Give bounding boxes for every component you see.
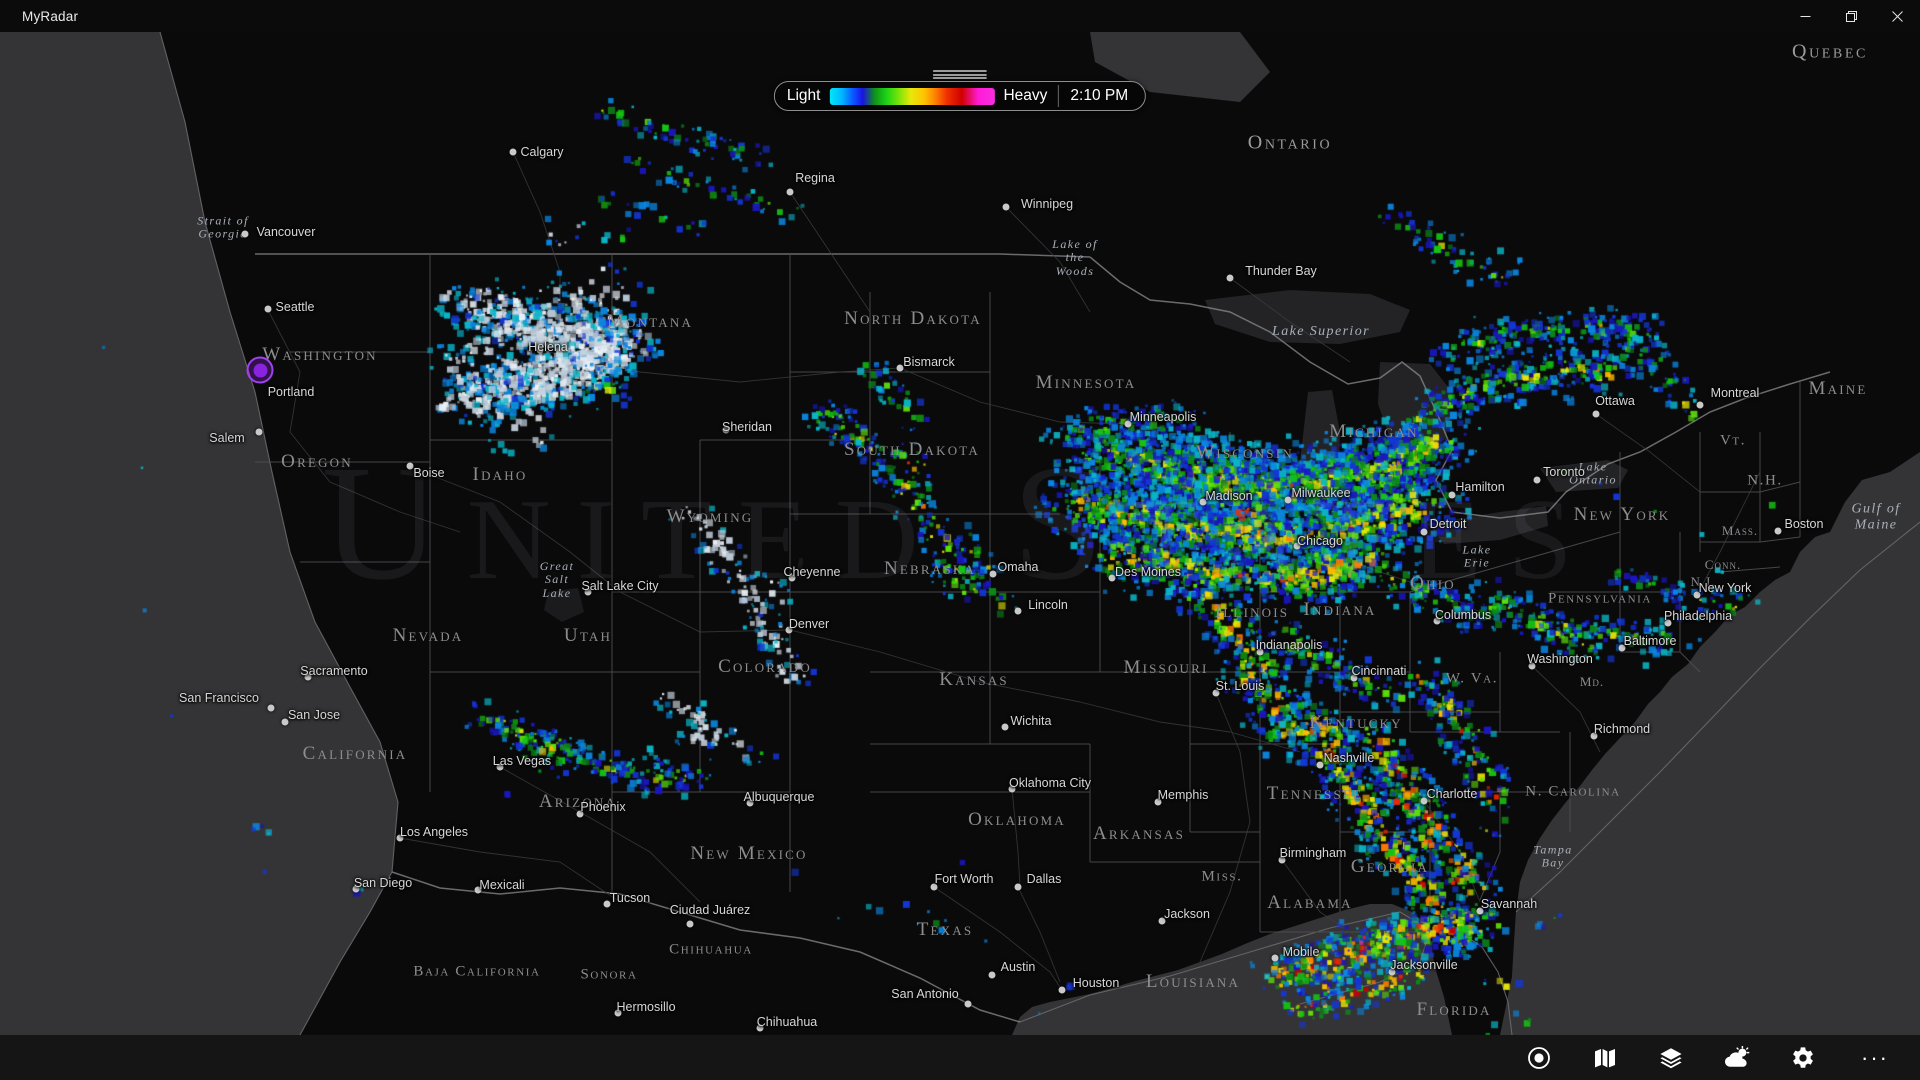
legend-drag-handle[interactable]	[932, 70, 987, 79]
close-icon	[1891, 10, 1903, 22]
bottom-toolbar: ···	[0, 1035, 1920, 1080]
weather-button[interactable]	[1704, 1035, 1770, 1080]
legend-bar[interactable]: Light Heavy 2:10 PM	[773, 81, 1147, 111]
restore-icon	[1845, 10, 1857, 22]
layers-icon	[1660, 1047, 1682, 1068]
legend-heavy-label: Heavy	[1003, 87, 1048, 104]
minimize-button[interactable]	[1782, 0, 1828, 32]
legend-intensity-gradient	[829, 87, 995, 105]
app-title: MyRadar	[22, 8, 79, 24]
gear-icon	[1793, 1046, 1813, 1068]
map-style-button[interactable]	[1572, 1035, 1638, 1080]
current-location-button[interactable]	[1506, 1035, 1572, 1080]
cloud-sun-icon	[1725, 1045, 1750, 1067]
target-icon	[1528, 1046, 1550, 1069]
radar-map[interactable]: United States Washington Oregon Montana Ida…	[0, 32, 1920, 1035]
title-bar: MyRadar	[0, 0, 1920, 32]
legend-light-label: Light	[786, 87, 821, 104]
user-location-marker[interactable]	[246, 356, 274, 384]
settings-button[interactable]	[1770, 1035, 1836, 1080]
location-dot	[253, 363, 267, 377]
restore-button[interactable]	[1828, 0, 1874, 32]
more-button[interactable]: ···	[1836, 1035, 1914, 1080]
close-button[interactable]	[1874, 0, 1920, 32]
window-controls	[1782, 0, 1920, 32]
radar-precipitation-layer	[0, 32, 1920, 1035]
legend-timestamp: 2:10 PM	[1057, 85, 1140, 107]
ellipsis-icon: ···	[1861, 1044, 1889, 1070]
country-watermark: United States	[321, 431, 1599, 615]
radar-legend[interactable]: Light Heavy 2:10 PM	[773, 70, 1147, 111]
location-ring	[246, 356, 274, 384]
map-icon	[1595, 1048, 1615, 1067]
layers-button[interactable]	[1638, 1035, 1704, 1080]
minimize-icon	[1800, 15, 1810, 17]
